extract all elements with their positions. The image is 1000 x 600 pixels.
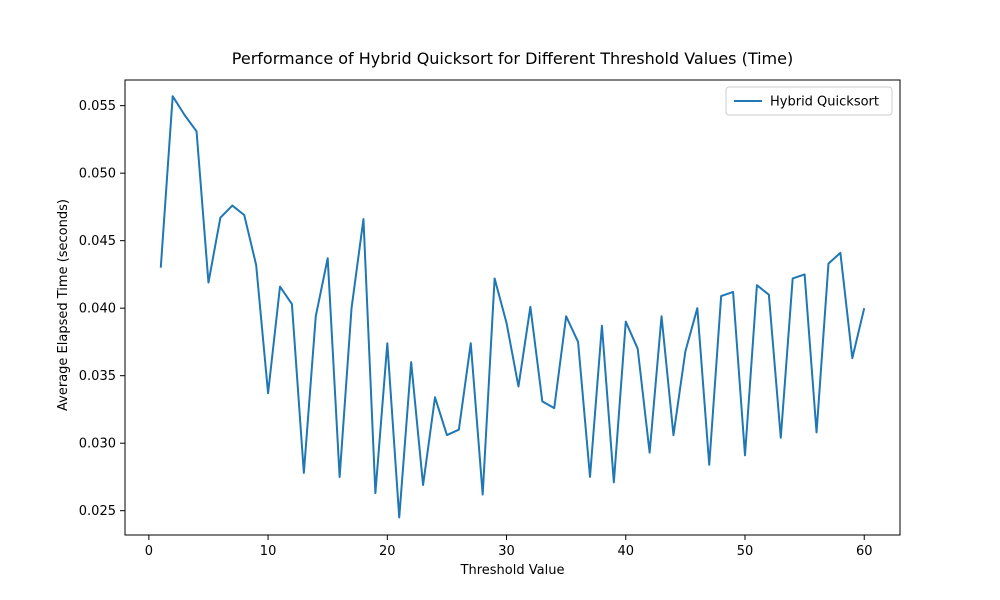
legend: Hybrid Quicksort [725,86,893,116]
x-axis: 0 10 20 30 40 50 60 [145,535,873,559]
plot-frame [124,79,901,536]
chart-title: Performance of Hybrid Quicksort for Diff… [232,49,793,68]
legend-box [725,86,893,116]
legend-label: Hybrid Quicksort [770,95,879,110]
y-tick-label: 0.055 [79,99,116,114]
y-tick-label: 0.045 [79,234,116,249]
y-tick-label: 0.025 [79,504,116,519]
plot-area [124,79,901,536]
x-tick-label: 60 [856,544,873,559]
x-tick-label: 50 [737,544,754,559]
x-tick-label: 10 [260,544,277,559]
y-tick-label: 0.040 [79,302,116,317]
x-axis-title: Threshold Value [460,563,565,578]
y-tick-label: 0.035 [79,369,116,384]
x-tick-label: 40 [617,544,634,559]
y-tick-label: 0.050 [79,167,116,182]
y-tick-label: 0.030 [79,437,116,452]
x-tick-label: 30 [498,544,515,559]
y-axis-title: Average Elapsed Time (seconds) [56,199,71,411]
x-tick-label: 0 [145,544,153,559]
y-axis: 0.025 0.030 0.035 0.040 0.045 0.050 0.055 [79,99,125,519]
series-line-0 [159,95,866,519]
x-tick-label: 20 [379,544,396,559]
